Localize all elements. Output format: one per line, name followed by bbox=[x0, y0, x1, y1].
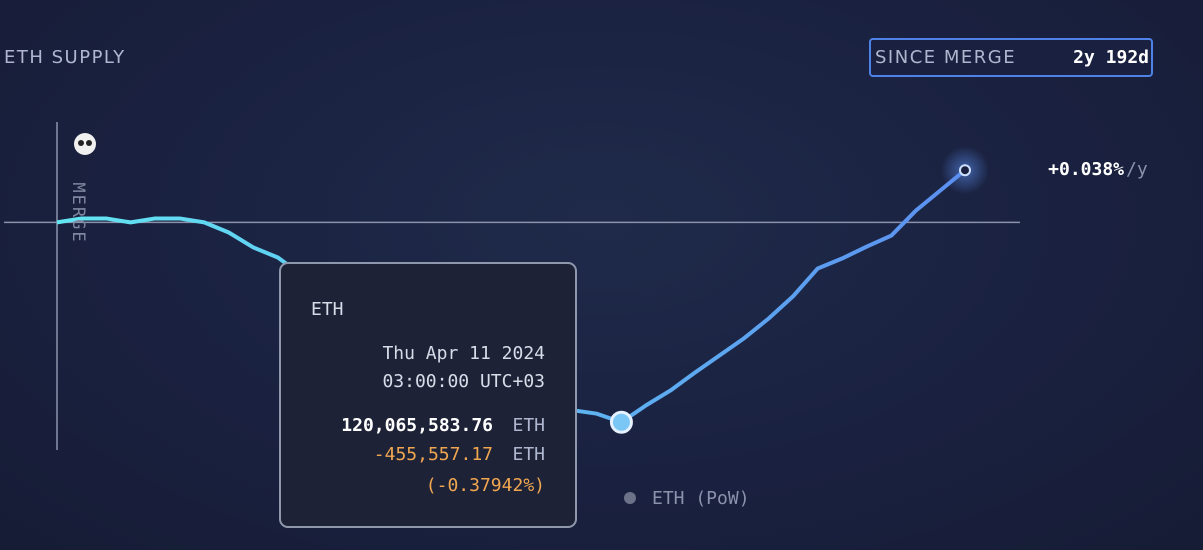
period-label[interactable]: SINCE MERGE bbox=[875, 47, 1016, 68]
tooltip-unit: ETH bbox=[512, 415, 545, 436]
panda-eye bbox=[78, 140, 84, 146]
tooltip-change-pct: (-0.37942%) bbox=[426, 475, 545, 496]
legend-label[interactable]: ETH (PoW) bbox=[652, 488, 750, 509]
period-button[interactable] bbox=[869, 38, 1153, 77]
tooltip-box bbox=[279, 262, 577, 528]
hover-point bbox=[609, 410, 633, 434]
end-point bbox=[959, 164, 971, 177]
tooltip-date: Thu Apr 11 2024 bbox=[382, 343, 545, 364]
tooltip-time: 03:00:00 UTC+03 bbox=[382, 371, 545, 392]
period-value[interactable]: 2y 192d bbox=[1073, 47, 1149, 68]
tooltip-unit: ETH bbox=[512, 444, 545, 465]
chart-title: ETH SUPPLY bbox=[4, 47, 126, 68]
rate-unit: /y bbox=[1126, 159, 1148, 180]
tooltip-series: ETH bbox=[311, 299, 344, 320]
panda-eye bbox=[86, 140, 92, 146]
tooltip: ETH Thu Apr 11 2024 03:00:00 UTC+03 120,… bbox=[279, 262, 577, 528]
merge-label: MERGE bbox=[68, 182, 88, 243]
rate: +0.038% bbox=[1048, 159, 1124, 180]
legend-dot bbox=[624, 492, 636, 504]
tooltip-change: -455,557.17 bbox=[374, 444, 493, 465]
panda-icon bbox=[74, 133, 96, 155]
tooltip-value: 120,065,583.76 bbox=[341, 415, 493, 436]
